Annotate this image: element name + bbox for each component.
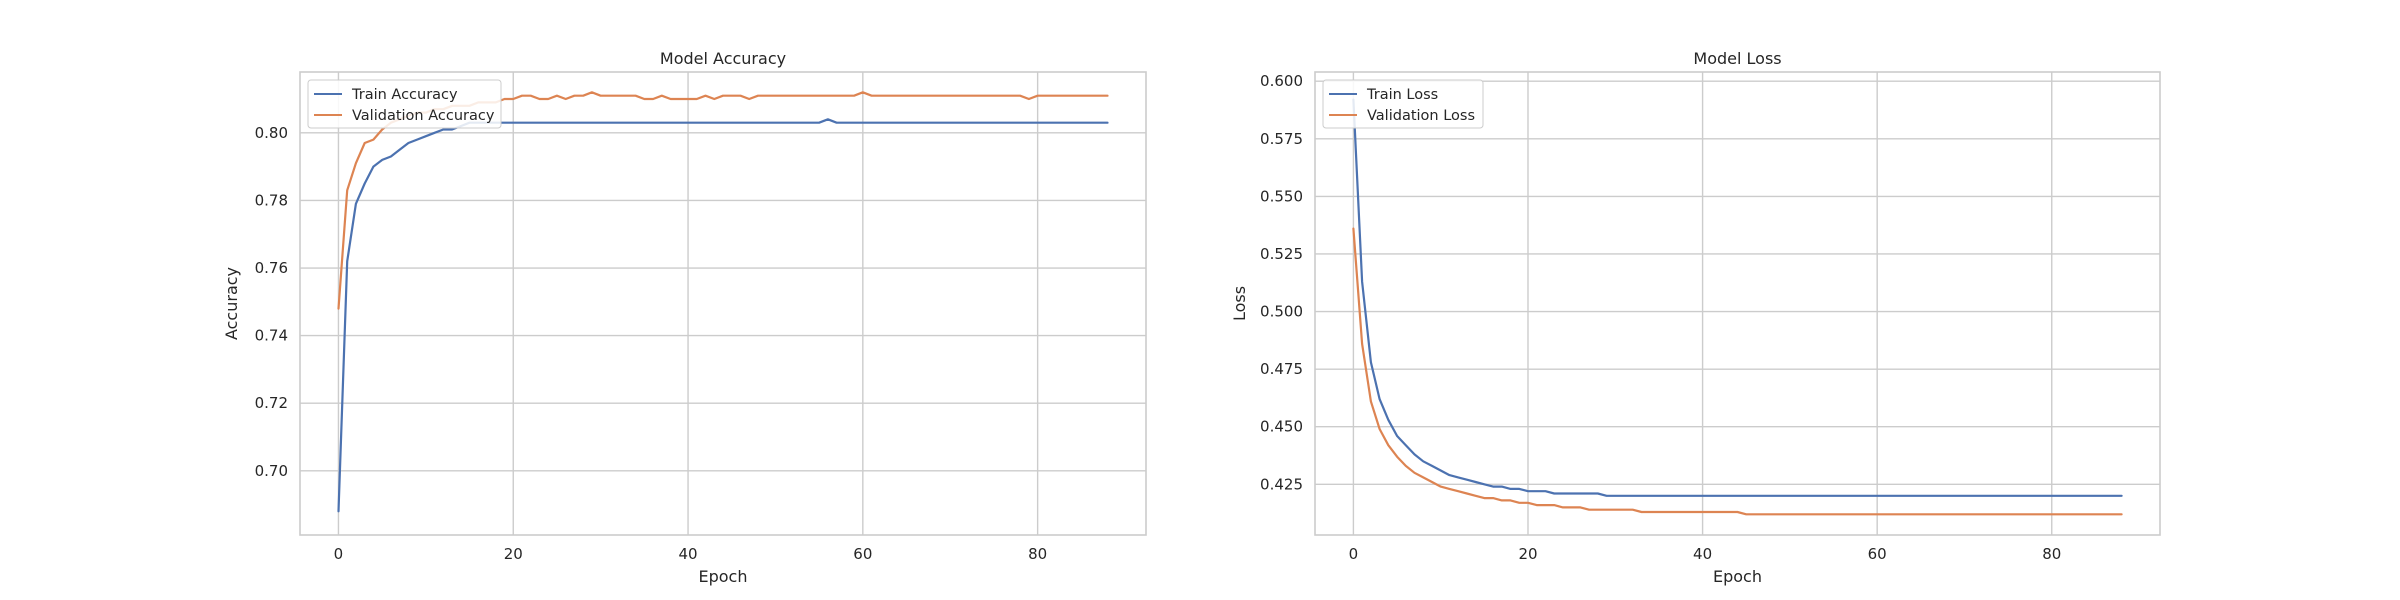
accuracy-legend: Train Accuracy Validation Accuracy xyxy=(307,79,502,129)
loss-series-line-validation-loss xyxy=(1352,227,2123,516)
accuracy-x-tick-label: 60 xyxy=(853,545,872,563)
legend-label-train-loss: Train Loss xyxy=(1366,87,1438,103)
accuracy-y-tick-label: 0.80 xyxy=(255,124,288,142)
accuracy-y-tick-label: 0.78 xyxy=(255,191,288,209)
accuracy-x-tick-label: 0 xyxy=(334,545,344,563)
accuracy-x-axis-label: Epoch xyxy=(699,567,748,586)
accuracy-y-tick-label: 0.76 xyxy=(255,259,288,277)
loss-y-tick-label: 0.550 xyxy=(1260,187,1303,205)
legend-label-train-accuracy: Train Accuracy xyxy=(351,87,458,103)
loss-y-tick-label: 0.450 xyxy=(1260,418,1303,436)
accuracy-x-tick-label: 40 xyxy=(678,545,697,563)
loss-series xyxy=(1352,98,2123,516)
loss-series-line-train-loss xyxy=(1352,98,2123,497)
accuracy-y-axis-label: Accuracy xyxy=(222,267,241,340)
accuracy-y-tick-label: 0.74 xyxy=(255,327,288,345)
loss-x-tick-label: 20 xyxy=(1518,545,1537,563)
loss-y-tick-label: 0.525 xyxy=(1260,245,1303,263)
loss-x-tick-label: 80 xyxy=(2042,545,2061,563)
loss-legend-box xyxy=(1322,79,1484,129)
legend-label-validation-loss: Validation Loss xyxy=(1367,108,1475,124)
loss-legend: Train Loss Validation Loss xyxy=(1322,79,1484,129)
accuracy-chart: 0 20 40 60 80 0.70 0.72 0.74 0.76 0.78 0.80 Model … xyxy=(222,49,1147,586)
accuracy-grid xyxy=(300,72,1146,535)
loss-y-tick-label: 0.475 xyxy=(1260,360,1303,378)
loss-y-tick-label: 0.500 xyxy=(1260,303,1303,321)
loss-ticks: 0 20 40 60 80 0.425 0.450 0.475 0.500 0.525 0.550 0… xyxy=(1260,72,2061,563)
loss-x-tick-label: 40 xyxy=(1693,545,1712,563)
loss-x-axis-label: Epoch xyxy=(1713,567,1762,586)
accuracy-chart-title: Model Accuracy xyxy=(660,49,786,68)
legend-label-validation-accuracy: Validation Accuracy xyxy=(352,108,495,124)
loss-y-tick-label: 0.600 xyxy=(1260,72,1303,90)
accuracy-y-tick-label: 0.70 xyxy=(255,462,288,480)
accuracy-plot-frame xyxy=(299,71,1147,536)
loss-x-tick-label: 60 xyxy=(1868,545,1887,563)
loss-y-tick-label: 0.425 xyxy=(1260,475,1303,493)
accuracy-legend-box xyxy=(307,79,502,129)
loss-x-tick-label: 0 xyxy=(1349,545,1359,563)
loss-chart: 0 20 40 60 80 0.425 0.450 0.475 0.500 0.525 0.550 0… xyxy=(1230,49,2161,586)
accuracy-ticks: 0 20 40 60 80 0.70 0.72 0.74 0.76 0.78 0.80 xyxy=(255,124,1048,563)
accuracy-x-tick-label: 20 xyxy=(504,545,523,563)
loss-y-tick-label: 0.575 xyxy=(1260,130,1303,148)
accuracy-x-tick-label: 80 xyxy=(1028,545,1047,563)
loss-plot-frame xyxy=(1314,71,2161,536)
accuracy-y-tick-label: 0.72 xyxy=(255,394,288,412)
loss-y-axis-label: Loss xyxy=(1230,286,1249,321)
loss-chart-title: Model Loss xyxy=(1693,49,1781,68)
